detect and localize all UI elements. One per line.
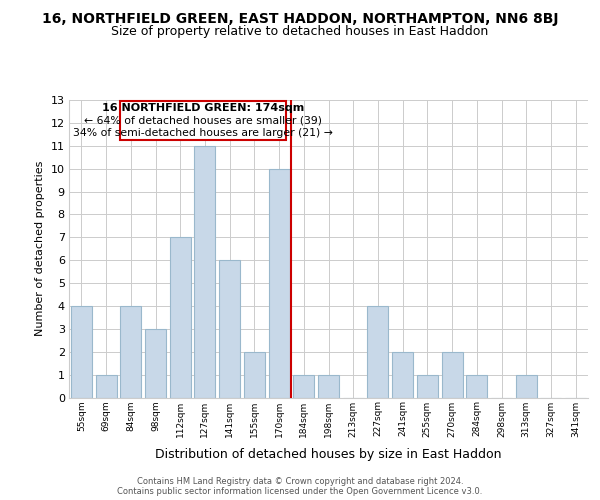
Bar [120, 306, 141, 398]
X-axis label: Distribution of detached houses by size in East Haddon: Distribution of detached houses by size … [155, 448, 502, 461]
Text: 34% of semi-detached houses are larger (21) →: 34% of semi-detached houses are larger (… [73, 128, 333, 138]
Y-axis label: Number of detached properties: Number of detached properties [35, 161, 45, 336]
Bar [244, 352, 265, 398]
Bar [367, 306, 388, 398]
Bar [293, 374, 314, 398]
FancyBboxPatch shape [119, 100, 286, 140]
Text: 16, NORTHFIELD GREEN, EAST HADDON, NORTHAMPTON, NN6 8BJ: 16, NORTHFIELD GREEN, EAST HADDON, NORTH… [42, 12, 558, 26]
Bar [219, 260, 240, 398]
Text: Contains public sector information licensed under the Open Government Licence v3: Contains public sector information licen… [118, 487, 482, 496]
Bar [71, 306, 92, 398]
Bar [442, 352, 463, 398]
Bar [392, 352, 413, 398]
Bar [145, 329, 166, 398]
Bar [194, 146, 215, 398]
Text: 16 NORTHFIELD GREEN: 174sqm: 16 NORTHFIELD GREEN: 174sqm [102, 102, 304, 113]
Bar [516, 374, 537, 398]
Bar [170, 238, 191, 398]
Text: ← 64% of detached houses are smaller (39): ← 64% of detached houses are smaller (39… [84, 116, 322, 126]
Bar [95, 374, 116, 398]
Bar [417, 374, 438, 398]
Bar [466, 374, 487, 398]
Text: Contains HM Land Registry data © Crown copyright and database right 2024.: Contains HM Land Registry data © Crown c… [137, 477, 463, 486]
Bar [269, 168, 290, 398]
Bar [318, 374, 339, 398]
Text: Size of property relative to detached houses in East Haddon: Size of property relative to detached ho… [112, 25, 488, 38]
